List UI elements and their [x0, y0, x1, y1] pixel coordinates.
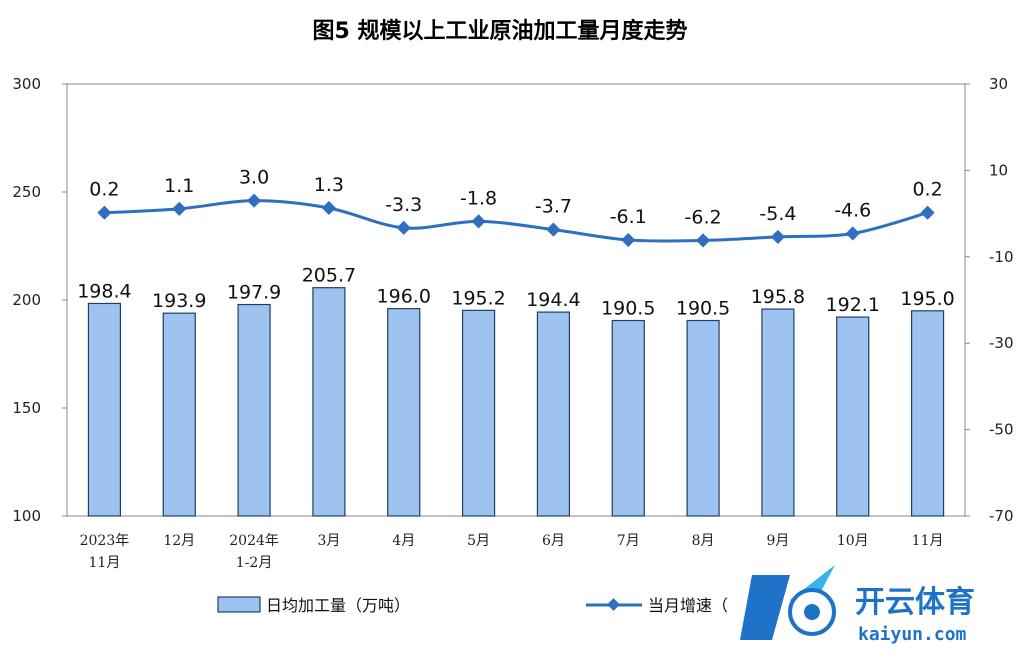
line-point	[920, 205, 935, 220]
x-tick-label: 10月	[837, 533, 869, 549]
bar	[611, 319, 645, 517]
line-point	[845, 226, 860, 241]
line-value-label: -6.1	[610, 206, 647, 228]
x-tick-label: 4月	[392, 533, 415, 549]
bar-value-label: 194.4	[526, 289, 580, 311]
line-point	[172, 201, 187, 216]
bar-value-label: 195.8	[751, 286, 805, 308]
x-tick-label: 8月	[692, 533, 715, 549]
y-right-tick-label: -70	[989, 507, 1014, 525]
bar-value-label: 198.4	[77, 280, 131, 302]
line-point	[396, 220, 411, 235]
y-left-tick-label: 100	[12, 507, 41, 525]
line-value-label: 0.2	[89, 179, 119, 201]
bar	[387, 308, 421, 517]
bar-value-label: 195.0	[900, 288, 954, 310]
legend-label-line: 当月增速（	[648, 596, 728, 615]
bar	[761, 308, 795, 517]
x-tick-label: 11月	[89, 555, 121, 571]
watermark-ball-center-icon	[804, 604, 820, 620]
y-left-tick-label: 300	[12, 75, 41, 93]
x-tick-label: 3月	[317, 533, 340, 549]
watermark-domain: kaiyun.com	[858, 624, 967, 645]
bar	[836, 316, 870, 517]
bar	[910, 310, 945, 517]
legend-swatch-bar	[217, 596, 261, 613]
bar-value-label: 192.1	[826, 294, 880, 316]
line-point	[696, 233, 711, 248]
bar	[461, 309, 496, 517]
line-point	[97, 205, 112, 220]
y-axis-right: 30 10 -10 -30 -50 -70	[965, 75, 1014, 525]
line-value-label: 1.1	[164, 175, 194, 197]
line-value-label: -3.3	[385, 194, 422, 216]
bar-value-label: 195.2	[451, 287, 505, 309]
x-tick-label: 7月	[617, 533, 640, 549]
line-value-label: -6.2	[685, 206, 722, 228]
bar-value-label: 205.7	[302, 265, 356, 287]
line-value-label: -4.6	[834, 199, 871, 221]
x-tick-label: 2024年	[229, 533, 279, 549]
line-series	[97, 193, 935, 248]
y-right-tick-label: -10	[989, 248, 1014, 266]
legend-marker-diamond	[607, 598, 620, 611]
y-right-tick-label: -30	[989, 334, 1014, 352]
bar-labels: 198.4 193.9 197.9 205.7 196.0 195.2 194.4 190.5…	[77, 265, 955, 320]
line-point	[471, 214, 486, 229]
bar	[536, 311, 571, 517]
line-value-label: -3.7	[535, 196, 572, 218]
x-tick-label: 1-2月	[236, 555, 273, 571]
bar-value-label: 193.9	[152, 290, 206, 312]
bar-value-label: 196.0	[377, 286, 431, 308]
bar-series	[87, 287, 945, 517]
bar-value-label: 190.5	[601, 298, 655, 320]
line-point	[247, 193, 262, 208]
y-right-tick-label: 10	[989, 161, 1008, 179]
bar	[237, 303, 271, 517]
y-right-tick-label: -50	[989, 421, 1014, 439]
bar	[87, 302, 122, 517]
bar	[312, 287, 346, 517]
watermark: 开云体育 kaiyun.com	[740, 560, 1024, 663]
line-value-label: -1.8	[460, 187, 497, 209]
line-point	[321, 200, 336, 216]
line-point	[546, 222, 561, 237]
bar	[686, 319, 720, 517]
x-tick-label: 2023年	[80, 533, 130, 549]
watermark-logo-k-icon	[740, 575, 790, 640]
y-left-tick-label: 250	[12, 183, 41, 201]
bar-value-label: 197.9	[227, 282, 281, 304]
y-axis-left: 300 250 200 150 100	[12, 75, 67, 525]
x-tick-label: 5月	[467, 533, 490, 549]
x-axis: 2023年 11月 12月 2024年 1-2月 3月 4月 5月 6月 7月 8月 9月 10月 11月	[80, 533, 944, 571]
line-point	[621, 232, 636, 248]
line-value-label: 3.0	[239, 167, 269, 189]
line-labels: 0.2 1.1 3.0 1.3 -3.3 -1.8 -3.7 -6.1 -6.2 -5.4 -4.6…	[89, 167, 942, 229]
bar	[162, 312, 196, 517]
x-tick-label: 9月	[766, 533, 789, 549]
line-value-label: 0.2	[912, 179, 942, 201]
series-line	[104, 199, 928, 243]
watermark-brand: 开云体育	[855, 585, 975, 620]
line-value-label: 1.3	[314, 174, 344, 196]
x-tick-label: 6月	[542, 533, 565, 549]
bar-value-label: 190.5	[676, 298, 730, 320]
legend-label-bar: 日均加工量（万吨）	[266, 596, 410, 615]
y-left-tick-label: 150	[12, 399, 41, 417]
x-tick-label: 12月	[163, 533, 195, 549]
line-point	[770, 229, 785, 244]
y-left-tick-label: 200	[12, 291, 41, 309]
line-value-label: -5.4	[759, 203, 796, 225]
y-right-tick-label: 30	[989, 75, 1008, 93]
chart-title: 图5 规模以上工业原油加工量月度走势	[313, 18, 688, 44]
legend: 日均加工量（万吨） 当月增速（	[217, 596, 728, 615]
x-tick-label: 11月	[912, 533, 944, 549]
